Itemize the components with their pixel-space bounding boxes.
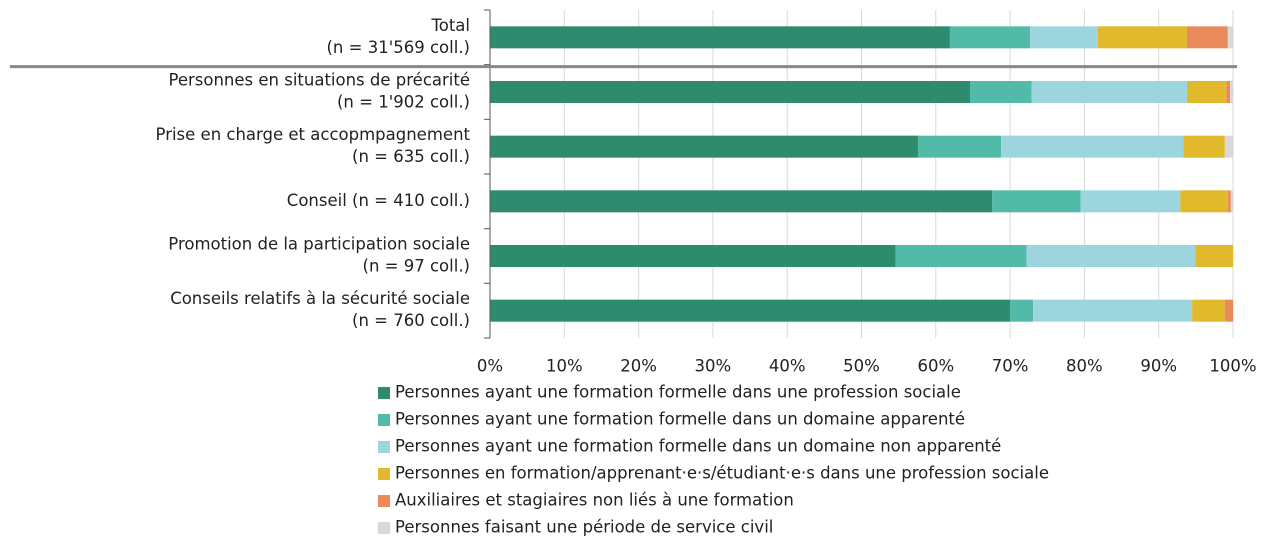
bar-segment (895, 245, 1027, 267)
x-tick-label: 10% (546, 357, 583, 376)
x-tick-label: 0% (477, 357, 503, 376)
x-tick-label: 70% (992, 357, 1029, 376)
category-label: Prise en charge et accopmpagnement (156, 125, 471, 144)
x-tick-label: 40% (769, 357, 806, 376)
legend-label: Personnes ayant une formation formelle d… (395, 383, 961, 402)
bar-segment (1010, 299, 1034, 322)
bar-segment (490, 26, 950, 49)
bar-segment (1186, 81, 1227, 103)
bar-segment (1227, 26, 1233, 49)
bar-segment (490, 135, 918, 158)
bar-segment (1227, 190, 1231, 213)
legend-swatch (378, 414, 390, 426)
bar-segment (1001, 135, 1184, 158)
x-tick-label: 50% (843, 357, 880, 376)
category-label: (n = 635 coll.) (352, 147, 470, 166)
bar-segment (1230, 190, 1233, 213)
x-tick-label: 20% (620, 357, 657, 376)
legend-swatch (378, 522, 390, 534)
bar-segment (1033, 299, 1193, 322)
x-tick-label: 90% (1140, 357, 1177, 376)
bar-segment (490, 190, 993, 213)
bar-segment (1230, 81, 1233, 103)
category-label: Conseil (n = 410 coll.) (287, 191, 470, 210)
bar-segment (992, 190, 1081, 213)
bar-segment (1097, 26, 1187, 49)
bar-segment (1180, 190, 1228, 213)
legend-label: Personnes faisant une période de service… (395, 518, 773, 537)
legend-label: Personnes ayant une formation formelle d… (395, 437, 1001, 456)
legend-swatch (378, 387, 390, 399)
bar-segment (1030, 26, 1098, 49)
legend-swatch (378, 441, 390, 453)
bar-segment (1224, 135, 1233, 158)
bar-segment (1031, 81, 1187, 103)
category-label: (n = 1'902 coll.) (337, 93, 470, 112)
bar-segment (490, 299, 1011, 322)
legend-label: Auxiliaires et stagiaires non liés à une… (395, 491, 794, 510)
bar-segment (1224, 299, 1233, 322)
legend-label: Personnes en formation/apprenant·e·s/étu… (395, 464, 1049, 483)
bar-segment (917, 135, 1002, 158)
bar-segment (1195, 245, 1233, 267)
bar-segment (1226, 81, 1231, 103)
bar-segment (490, 245, 896, 267)
category-label: Total (430, 16, 470, 35)
category-label: (n = 31'569 coll.) (327, 38, 471, 57)
category-label: Promotion de la participation sociale (168, 235, 470, 254)
bar-segment (1080, 190, 1181, 213)
bar-segment (1183, 135, 1225, 158)
x-tick-label: 100% (1209, 357, 1256, 376)
category-label: Personnes en situations de précarité (168, 71, 470, 90)
bar-segment (490, 81, 970, 103)
legend-swatch (378, 495, 390, 507)
bar-segment (949, 26, 1031, 49)
category-label: Conseils relatifs à la sécurité sociale (170, 289, 470, 308)
category-label: (n = 760 coll.) (352, 311, 470, 330)
category-label: (n = 97 coll.) (363, 257, 470, 276)
x-tick-label: 60% (917, 357, 954, 376)
bar-segment (1026, 245, 1196, 267)
legend-label: Personnes ayant une formation formelle d… (395, 410, 965, 429)
bar-segment (969, 81, 1032, 103)
bar-segment (1192, 299, 1225, 322)
bar-segment (1186, 26, 1228, 49)
x-tick-label: 80% (1066, 357, 1103, 376)
x-tick-label: 30% (695, 357, 732, 376)
legend-swatch (378, 468, 390, 480)
